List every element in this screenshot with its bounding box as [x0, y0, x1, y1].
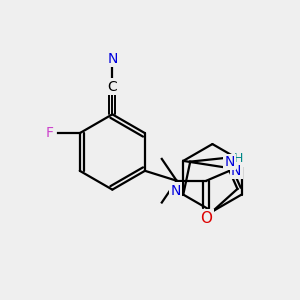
- Text: H: H: [233, 152, 243, 165]
- Text: N: N: [107, 52, 118, 66]
- Text: N: N: [224, 155, 235, 169]
- Text: O: O: [200, 211, 212, 226]
- Text: C: C: [107, 80, 117, 94]
- Text: F: F: [46, 126, 54, 140]
- Text: N: N: [231, 164, 241, 178]
- Text: N: N: [170, 184, 181, 198]
